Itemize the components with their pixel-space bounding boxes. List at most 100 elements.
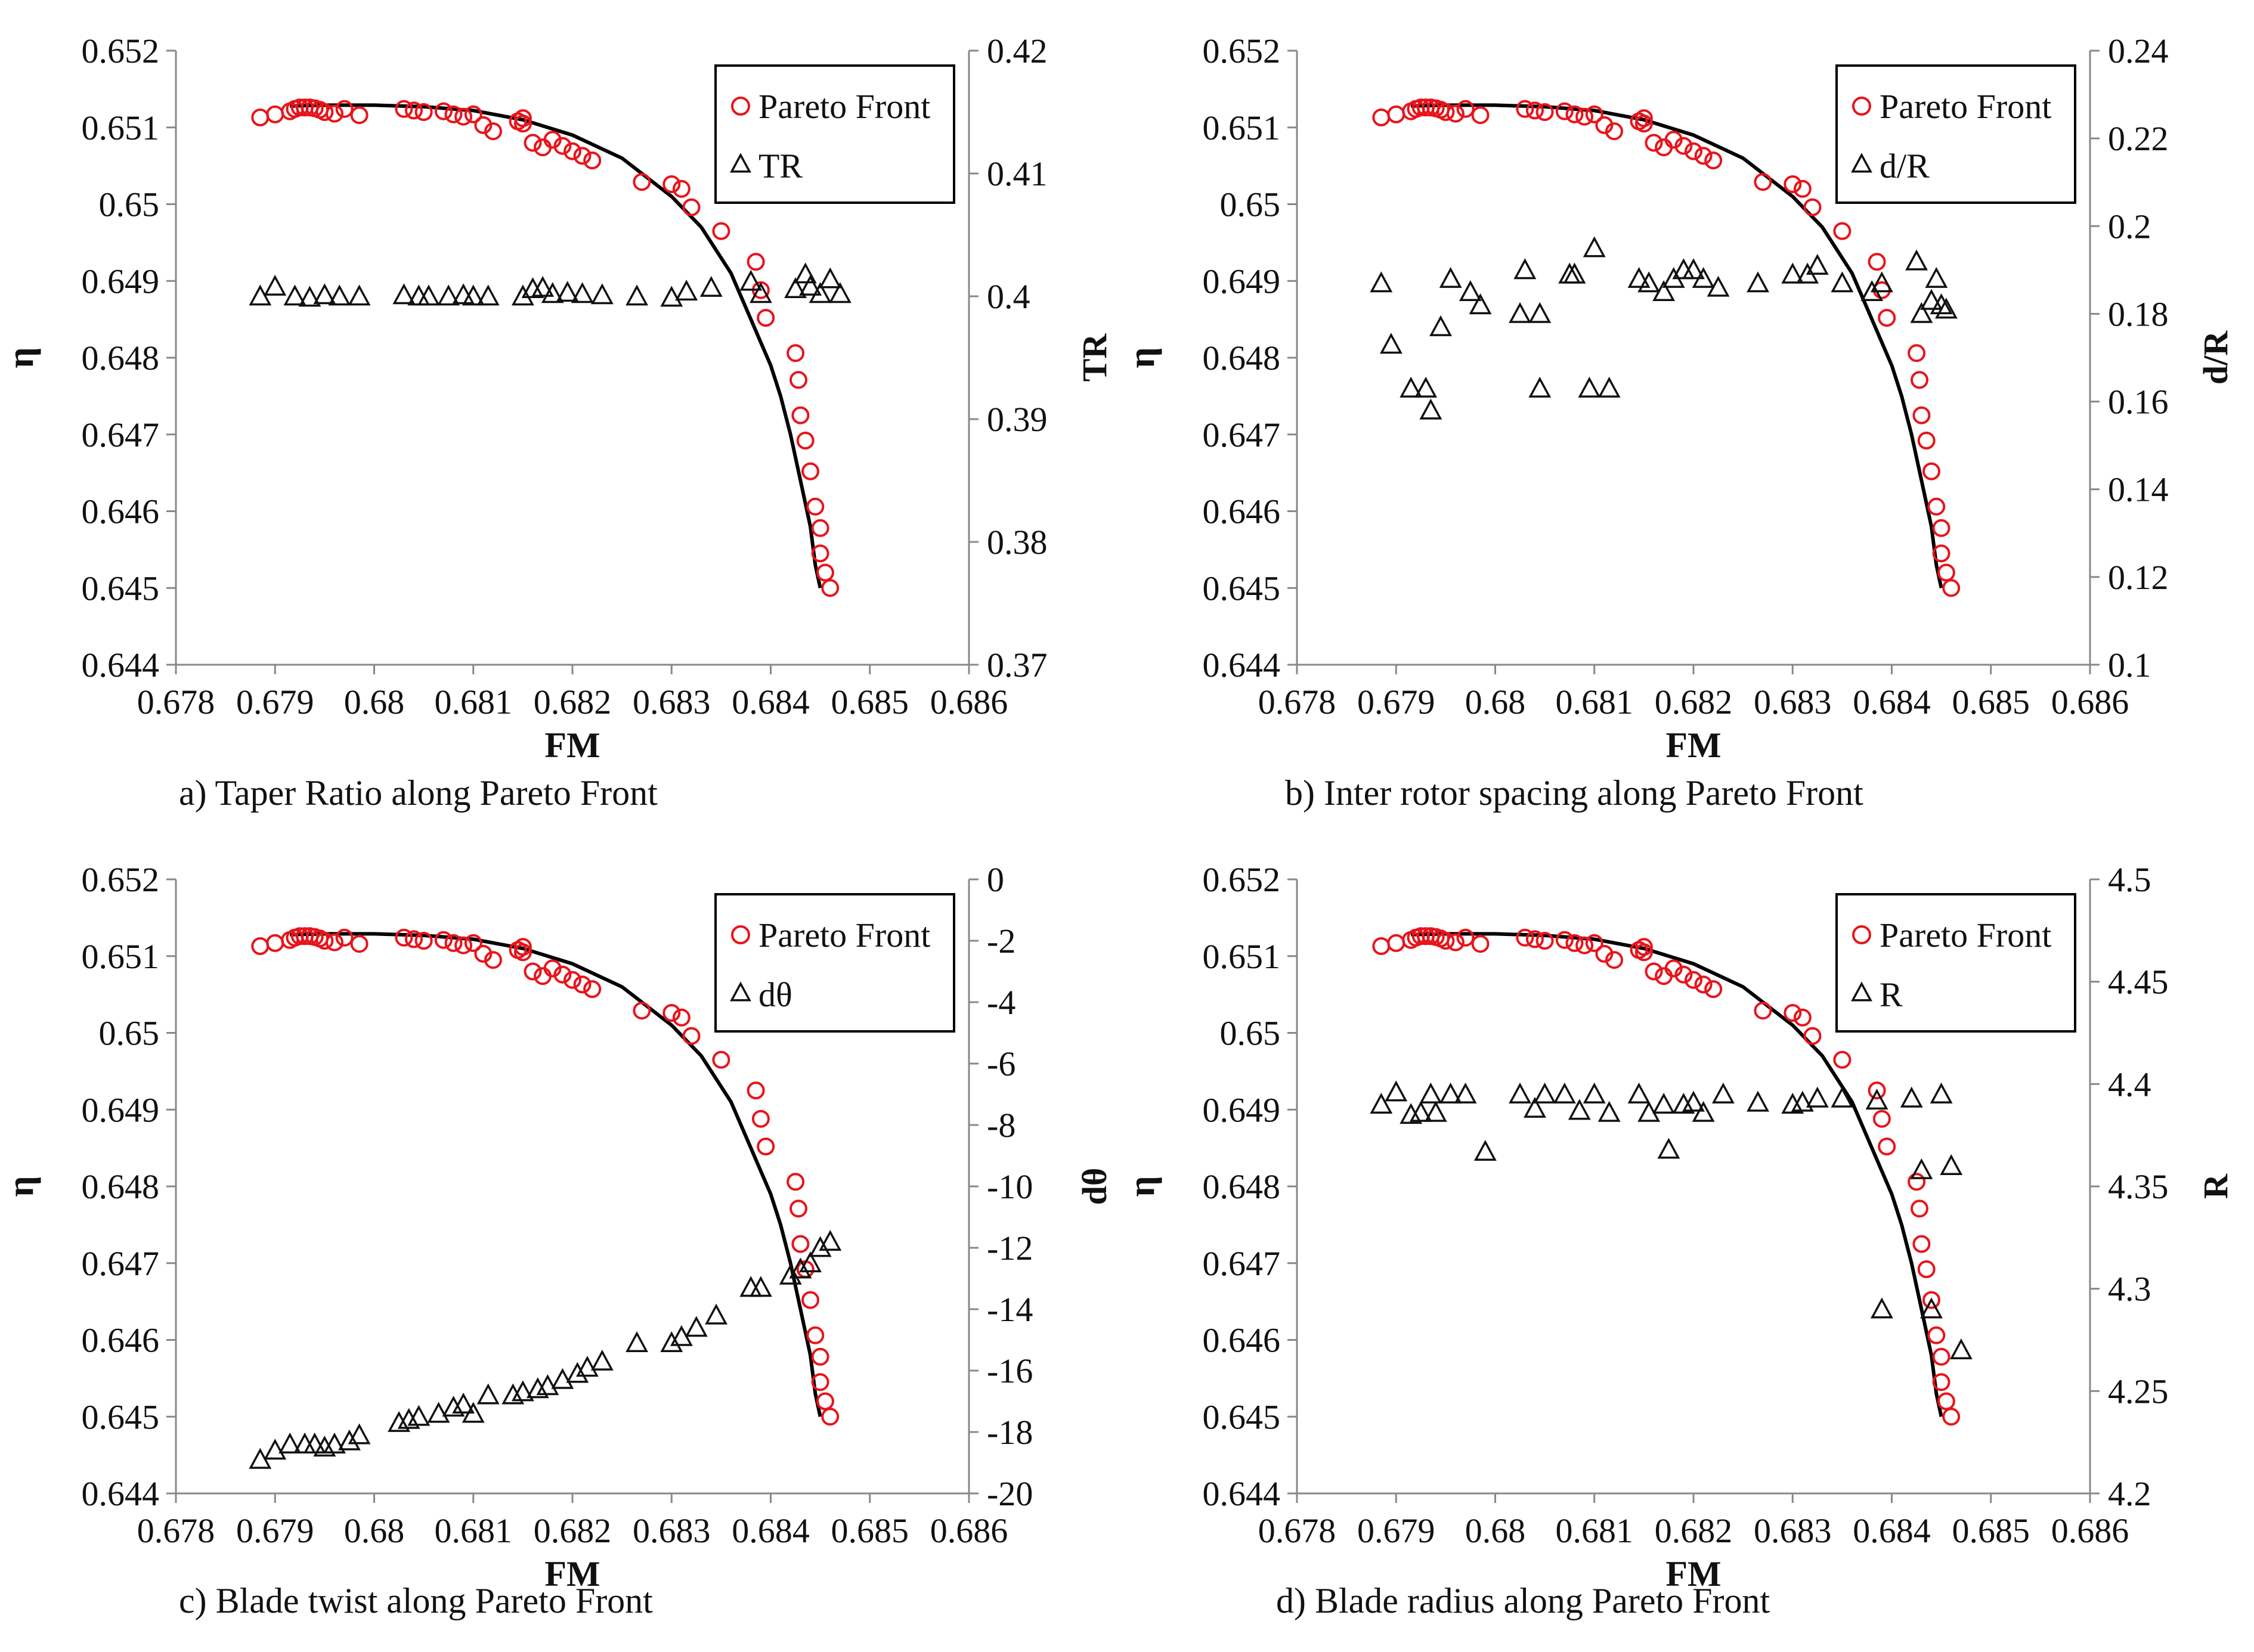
- x-tick-label: 0.682: [1655, 1511, 1733, 1550]
- param-point: [1747, 271, 1769, 293]
- param-point: [1930, 293, 1953, 315]
- param-point: [462, 1402, 485, 1423]
- pareto-fit-curve: [1411, 103, 1943, 588]
- pareto-point: [806, 1326, 825, 1344]
- param-point: [1409, 1101, 1432, 1122]
- pareto-point: [1833, 1050, 1852, 1069]
- param-point: [1528, 376, 1552, 398]
- legend: Pareto Front TR: [714, 64, 955, 204]
- param-point: [1370, 1092, 1393, 1114]
- y2-tick-label: -20: [987, 1474, 1033, 1513]
- param-point: [328, 284, 351, 306]
- param-point: [556, 281, 579, 302]
- param-point: [739, 269, 763, 291]
- pareto-point: [543, 131, 562, 149]
- y2-tick-label: -16: [987, 1352, 1033, 1390]
- pareto-point: [573, 147, 592, 165]
- param-point: [1870, 1297, 1893, 1319]
- y-tick-label: 0.65: [99, 1014, 160, 1053]
- pareto-point: [444, 105, 463, 123]
- param-point: [1682, 1090, 1705, 1112]
- pareto-point: [747, 1081, 765, 1100]
- pareto-point: [444, 934, 463, 952]
- pareto-point: [1664, 131, 1683, 149]
- pareto-point: [821, 579, 840, 597]
- y2-tick-label: 0.2: [2108, 207, 2151, 246]
- param-point: [1583, 1082, 1606, 1104]
- y-tick-label: 0.648: [1203, 1167, 1281, 1206]
- legend-param-marker: [1851, 981, 1872, 1002]
- pareto-point: [1878, 1138, 1896, 1156]
- pareto-fit-curve: [290, 103, 822, 588]
- param-point: [1900, 1086, 1923, 1108]
- param-point: [1831, 1086, 1854, 1108]
- x-tick-label: 0.681: [435, 683, 513, 721]
- param-point: [1439, 1082, 1462, 1104]
- y-tick-label: 0.644: [1203, 1474, 1281, 1513]
- x-tick-label: 0.685: [831, 683, 909, 721]
- x-axis-label: FM: [544, 726, 600, 765]
- param-point: [1509, 302, 1531, 323]
- pareto-point: [1575, 107, 1594, 126]
- param-point: [1791, 1090, 1814, 1112]
- pareto-point: [1447, 104, 1465, 123]
- x-tick-label: 0.68: [344, 1511, 405, 1550]
- pareto-point: [1595, 116, 1614, 134]
- pareto-point: [1634, 943, 1653, 962]
- pareto-point: [1927, 497, 1946, 516]
- pareto-point: [1685, 971, 1702, 989]
- param-point: [799, 274, 822, 296]
- param-point: [1400, 376, 1423, 398]
- pareto-point: [1471, 106, 1490, 125]
- param-point: [348, 284, 371, 306]
- param-point: [531, 275, 555, 297]
- x-tick-label: 0.678: [1258, 683, 1336, 721]
- legend-pareto-label: Pareto Front: [758, 916, 930, 954]
- pareto-point: [1942, 1408, 1961, 1426]
- param-point: [541, 282, 564, 303]
- pareto-point: [1436, 103, 1455, 121]
- pareto-point: [712, 222, 730, 240]
- param-point: [397, 1408, 420, 1429]
- param-point: [1865, 1089, 1888, 1110]
- param-point: [828, 282, 852, 303]
- pareto-point: [1868, 1081, 1886, 1100]
- pareto-point: [1516, 928, 1534, 947]
- x-tick-label: 0.683: [633, 683, 711, 721]
- legend-pareto-marker: [731, 925, 750, 944]
- pareto-point: [682, 1027, 701, 1045]
- x-tick-label: 0.685: [1952, 1511, 2030, 1550]
- pareto-point: [811, 519, 829, 537]
- param-point: [685, 1316, 708, 1337]
- y-tick-label: 0.652: [1203, 32, 1281, 70]
- param-point: [699, 275, 723, 297]
- y-tick-label: 0.647: [1203, 416, 1281, 454]
- param-point: [1652, 280, 1676, 301]
- y-tick-label: 0.65: [1220, 1014, 1281, 1053]
- param-point: [1935, 297, 1958, 319]
- y2-tick-label: 0.41: [987, 154, 1048, 193]
- param-point: [1831, 271, 1854, 293]
- y2-axis-label: d/R: [2196, 330, 2235, 385]
- param-point: [1627, 266, 1651, 288]
- pareto-point: [326, 933, 343, 951]
- x-tick-label: 0.681: [1556, 1511, 1634, 1550]
- pareto-point: [801, 1291, 819, 1309]
- pareto-point: [564, 142, 581, 160]
- x-tick-label: 0.678: [137, 1511, 215, 1550]
- pareto-point: [1793, 1008, 1812, 1027]
- pareto-point: [672, 1008, 691, 1027]
- param-point: [1870, 271, 1893, 293]
- pareto-point: [1784, 175, 1802, 193]
- pareto-point: [791, 406, 810, 424]
- param-point: [427, 1402, 450, 1423]
- y-tick-label: 0.649: [1203, 262, 1281, 300]
- param-point: [819, 267, 842, 289]
- y-axis-label: η: [1, 1176, 41, 1197]
- param-point: [1509, 1082, 1531, 1104]
- pareto-point: [1575, 936, 1594, 954]
- x-tick-label: 0.685: [1952, 683, 2030, 721]
- param-point: [1524, 1096, 1546, 1118]
- pareto-point: [682, 198, 701, 216]
- x-tick-label: 0.686: [2051, 683, 2129, 721]
